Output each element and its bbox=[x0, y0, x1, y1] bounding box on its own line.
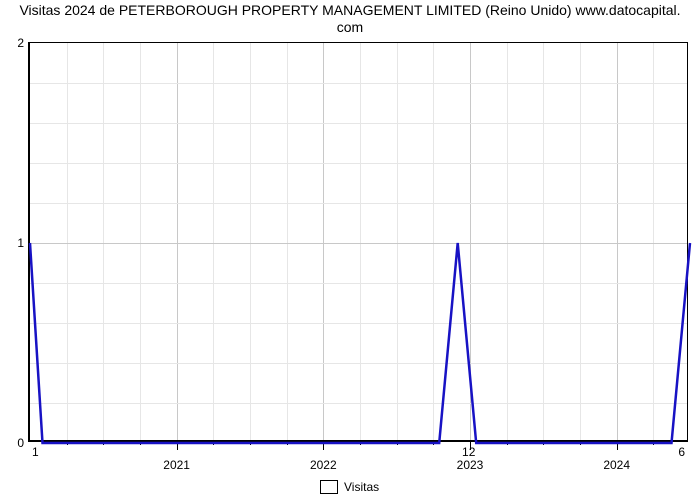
x-tick-label: 2024 bbox=[603, 440, 630, 472]
series-line bbox=[30, 43, 690, 443]
legend-label: Visitas bbox=[344, 480, 379, 494]
y-tick-label: 2 bbox=[17, 36, 30, 50]
y-tick-label: 1 bbox=[17, 236, 30, 250]
plot-area: 01220212022202320241126 bbox=[28, 42, 688, 442]
legend-swatch bbox=[320, 480, 338, 494]
chart-title-line2: com bbox=[337, 19, 363, 35]
chart-title-line1: Visitas 2024 de PETERBOROUGH PROPERTY MA… bbox=[19, 2, 680, 18]
x-tick-label: 2021 bbox=[163, 440, 190, 472]
y-tick-label: 0 bbox=[17, 436, 30, 450]
axis-mid-label: 12 bbox=[462, 445, 475, 459]
legend: Visitas bbox=[320, 480, 379, 494]
axis-start-label: 1 bbox=[32, 445, 39, 459]
chart-title: Visitas 2024 de PETERBOROUGH PROPERTY MA… bbox=[0, 2, 700, 36]
axis-end-label: 6 bbox=[678, 445, 685, 459]
chart-container: Visitas 2024 de PETERBOROUGH PROPERTY MA… bbox=[0, 0, 700, 500]
x-tick-label: 2022 bbox=[310, 440, 337, 472]
